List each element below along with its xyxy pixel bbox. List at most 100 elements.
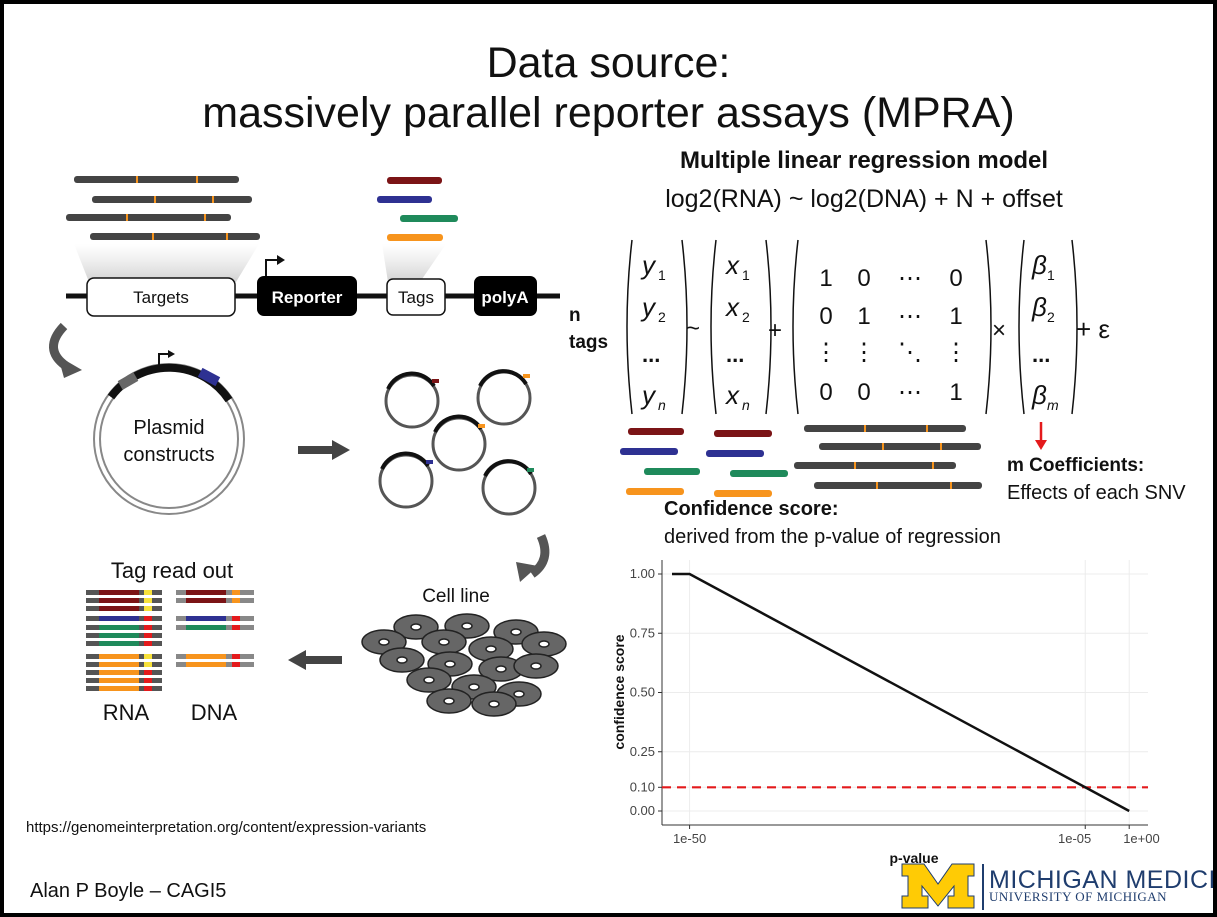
author-credit: Alan P Boyle – CAGI5 <box>30 880 227 902</box>
cell-line-label: Cell line <box>422 586 490 607</box>
targets-box: Targets <box>86 277 236 317</box>
x-tick-label: 1e-50 <box>673 831 706 846</box>
y-entry-4: y <box>640 380 657 410</box>
x-entry-1: x <box>724 250 740 280</box>
tag-readout-label: Tag read out <box>111 558 233 583</box>
title-line-1: Data source: <box>486 39 731 87</box>
design-r2c4: 1 <box>949 303 962 330</box>
chart-y-axis-label: confidence score <box>611 634 627 749</box>
slide: Data source: massively parallel reporter… <box>4 4 1213 913</box>
dna-reads <box>176 590 254 667</box>
slide-title: Data source: massively parallel reporter… <box>4 38 1213 138</box>
cell-line-icon <box>361 613 567 717</box>
tilde-operator: ~ <box>686 315 700 342</box>
x-entry-2: x <box>724 292 740 322</box>
logo-divider <box>982 864 984 910</box>
design-r3c1: ⋮ <box>814 339 838 366</box>
source-url[interactable]: https://genomeinterpretation.org/content… <box>26 819 427 836</box>
beta-entry-3: ... <box>1032 342 1050 367</box>
design-r4c4: 1 <box>949 379 962 406</box>
design-r1c3: ⋯ <box>898 265 922 292</box>
y-tick-label: 0.50 <box>630 685 655 700</box>
y-entry-2: y <box>640 292 657 322</box>
plasmid-label-1: Plasmid <box>133 417 204 439</box>
regression-matrix-equation: y y ... y x x ... x β β ... β 1 2 n 1 2 … <box>626 239 1110 415</box>
error-term: + ε <box>1076 314 1110 344</box>
chart-grid <box>662 560 1148 825</box>
mpra-workflow-diagram: Targets Reporter Tags polyA Pl <box>49 176 567 725</box>
rna-reads <box>86 590 162 691</box>
x-tick-label: 1e-05 <box>1058 831 1091 846</box>
x-sub-1: 1 <box>742 267 750 283</box>
beta-entry-2: β <box>1031 292 1047 322</box>
beta-sub-4: m <box>1047 397 1059 413</box>
series-line <box>672 572 1130 813</box>
regression-formula: log2(RNA) ~ log2(DNA) + N + offset <box>665 185 1063 213</box>
x-sub-4: n <box>742 397 750 413</box>
block-m-logo-icon <box>901 863 975 909</box>
m-coefficients-title: m Coefficients: <box>1007 455 1145 476</box>
design-r3c2: ⋮ <box>852 339 876 366</box>
n-tags-line-2: tags <box>569 332 609 353</box>
reporter-label: Reporter <box>272 288 343 307</box>
beta-entry-1: β <box>1031 250 1047 280</box>
y-sub-4: n <box>658 397 666 413</box>
plasmid-pool-icon <box>378 369 537 516</box>
plasmid-label-2: constructs <box>123 444 214 466</box>
beta-sub-2: 2 <box>1047 309 1055 325</box>
chart-x-axis-label: p-value <box>889 850 938 866</box>
design-r2c2: 1 <box>857 303 870 330</box>
y-tick-label: 0.75 <box>630 625 655 640</box>
y-sub-2: 2 <box>658 309 666 325</box>
y-sub-1: 1 <box>658 267 666 283</box>
beta-sub-1: 1 <box>1047 267 1055 283</box>
design-r3c3: ⋱ <box>898 339 922 366</box>
n-tags-line-1: n <box>569 305 581 326</box>
y-entry-1: y <box>640 250 657 280</box>
y-tick-label: 1.00 <box>630 566 655 581</box>
dna-label: DNA <box>191 700 238 725</box>
design-r2c1: 0 <box>819 303 832 330</box>
tag-bars <box>377 177 458 241</box>
red-down-arrow-icon <box>1035 422 1047 450</box>
design-r1c2: 0 <box>857 265 870 292</box>
x-entry-3: ... <box>726 342 744 367</box>
times-operator: × <box>992 317 1006 344</box>
curved-arrow-down-icon <box>529 534 550 578</box>
design-r2c3: ⋯ <box>898 303 922 330</box>
rna-label: RNA <box>103 700 150 725</box>
title-line-2: massively parallel reporter assays (MPRA… <box>202 89 1015 137</box>
tags-box: Tags <box>386 278 446 316</box>
target-sequence-bars <box>66 176 260 240</box>
polya-box: polyA <box>474 276 537 316</box>
reporter-box: Reporter <box>257 255 357 316</box>
confidence-score-desc: derived from the p-value of regression <box>664 526 1001 548</box>
y-tick-label: 0.25 <box>630 744 655 759</box>
n-tags-label: n tags <box>569 302 608 356</box>
regression-input-bars <box>620 425 982 497</box>
polya-label: polyA <box>481 288 528 307</box>
regression-title: Multiple linear regression model <box>679 147 1049 174</box>
y-tick-label: 0.10 <box>630 779 655 794</box>
x-sub-2: 2 <box>742 309 750 325</box>
chart-ticks: 0.00 0.10 0.25 0.50 0.75 1.00 1e-50 1e-05 1e+00 <box>630 560 1160 846</box>
plasmid-icon: Plasmid constructs <box>93 350 245 515</box>
beta-entry-4: β <box>1031 380 1047 410</box>
design-r4c2: 0 <box>857 379 870 406</box>
y-tick-label: 0.00 <box>630 803 655 818</box>
plus-operator: + <box>768 317 782 344</box>
tags-label: Tags <box>398 288 434 307</box>
m-coefficients-desc: Effects of each SNV <box>1007 482 1186 504</box>
y-entry-3: ... <box>642 342 660 367</box>
design-r3c4: ⋮ <box>944 339 968 366</box>
design-r1c1: 1 <box>819 265 832 292</box>
michigan-medicine-logo-text: MICHIGAN MEDICINE <box>989 866 1213 894</box>
design-r4c1: 0 <box>819 379 832 406</box>
design-r4c3: ⋯ <box>898 379 922 406</box>
chart-series <box>672 572 1130 813</box>
x-entry-4: x <box>724 380 740 410</box>
x-tick-label: 1e+00 <box>1123 831 1160 846</box>
design-r1c4: 0 <box>949 265 962 292</box>
confidence-score-title: Confidence score: <box>664 498 839 520</box>
